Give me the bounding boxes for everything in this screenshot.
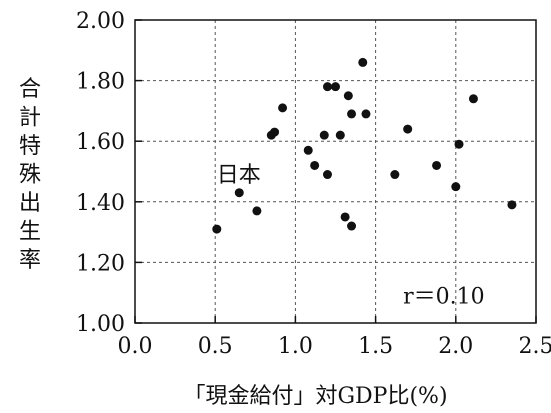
annotation-japan: 日本 [217,163,261,188]
x-tick-label-2: 1.0 [278,334,313,359]
y-axis-title-char: 殊 [19,163,41,188]
data-point-11 [331,82,340,92]
y-axis-title-char: 出 [19,191,41,216]
data-point-5 [278,103,288,113]
x-tick-label-3: 1.5 [358,334,393,359]
data-point-1 [234,188,244,198]
data-point-16 [347,109,357,119]
data-point-4 [270,127,280,137]
x-tick-label-5: 2.5 [519,334,551,359]
y-axis-title: 合計特殊出生率 [19,77,41,273]
data-point-2 [252,206,262,216]
y-axis-title-char: 計 [19,106,41,131]
x-axis-title: 「現金給付」対GDP比(%) [183,384,447,409]
y-axis-ticks: 1.00 1.20 1.40 1.60 1.80 2.00 [76,9,142,337]
plot-frame [134,19,537,324]
data-point-15 [347,221,357,231]
data-point-25 [507,200,517,210]
x-tick-label-0: 0.0 [118,334,153,359]
y-tick-label-3: 1.60 [76,130,125,155]
y-axis-title-char: 特 [19,134,41,159]
y-axis-title-char: 率 [19,248,41,273]
data-point-0 [212,224,222,234]
data-point-23 [454,139,464,149]
annotation-correlation: r＝0.10 [403,284,485,309]
data-point-13 [340,212,350,222]
grid [135,20,536,323]
data-point-18 [361,109,371,119]
data-point-19 [390,170,400,180]
data-point-22 [451,182,461,192]
y-tick-label-2: 1.40 [76,191,125,216]
data-point-24 [468,94,478,104]
data-point-17 [358,57,368,67]
plot-border [134,19,537,324]
y-tick-label-0: 1.00 [76,312,125,337]
data-point-12 [335,130,345,140]
data-point-20 [403,124,413,134]
x-tick-label-4: 2.0 [438,334,473,359]
data-point-6 [303,145,313,155]
x-tick-label-1: 0.5 [198,334,233,359]
data-point-21 [432,160,442,170]
data-point-8 [319,130,329,140]
data-point-7 [310,160,320,170]
x-axis-ticks: 0.0 0.5 1.0 1.5 2.0 2.5 [118,316,551,359]
y-axis-title-char: 合 [19,77,41,102]
data-point-14 [343,91,353,101]
y-tick-label-5: 2.00 [76,9,125,34]
data-point-9 [322,170,332,180]
data-points [212,57,517,234]
y-axis-title-char: 生 [19,220,41,245]
y-tick-label-1: 1.20 [76,251,125,276]
data-point-10 [322,82,332,92]
y-tick-label-4: 1.80 [76,70,125,95]
